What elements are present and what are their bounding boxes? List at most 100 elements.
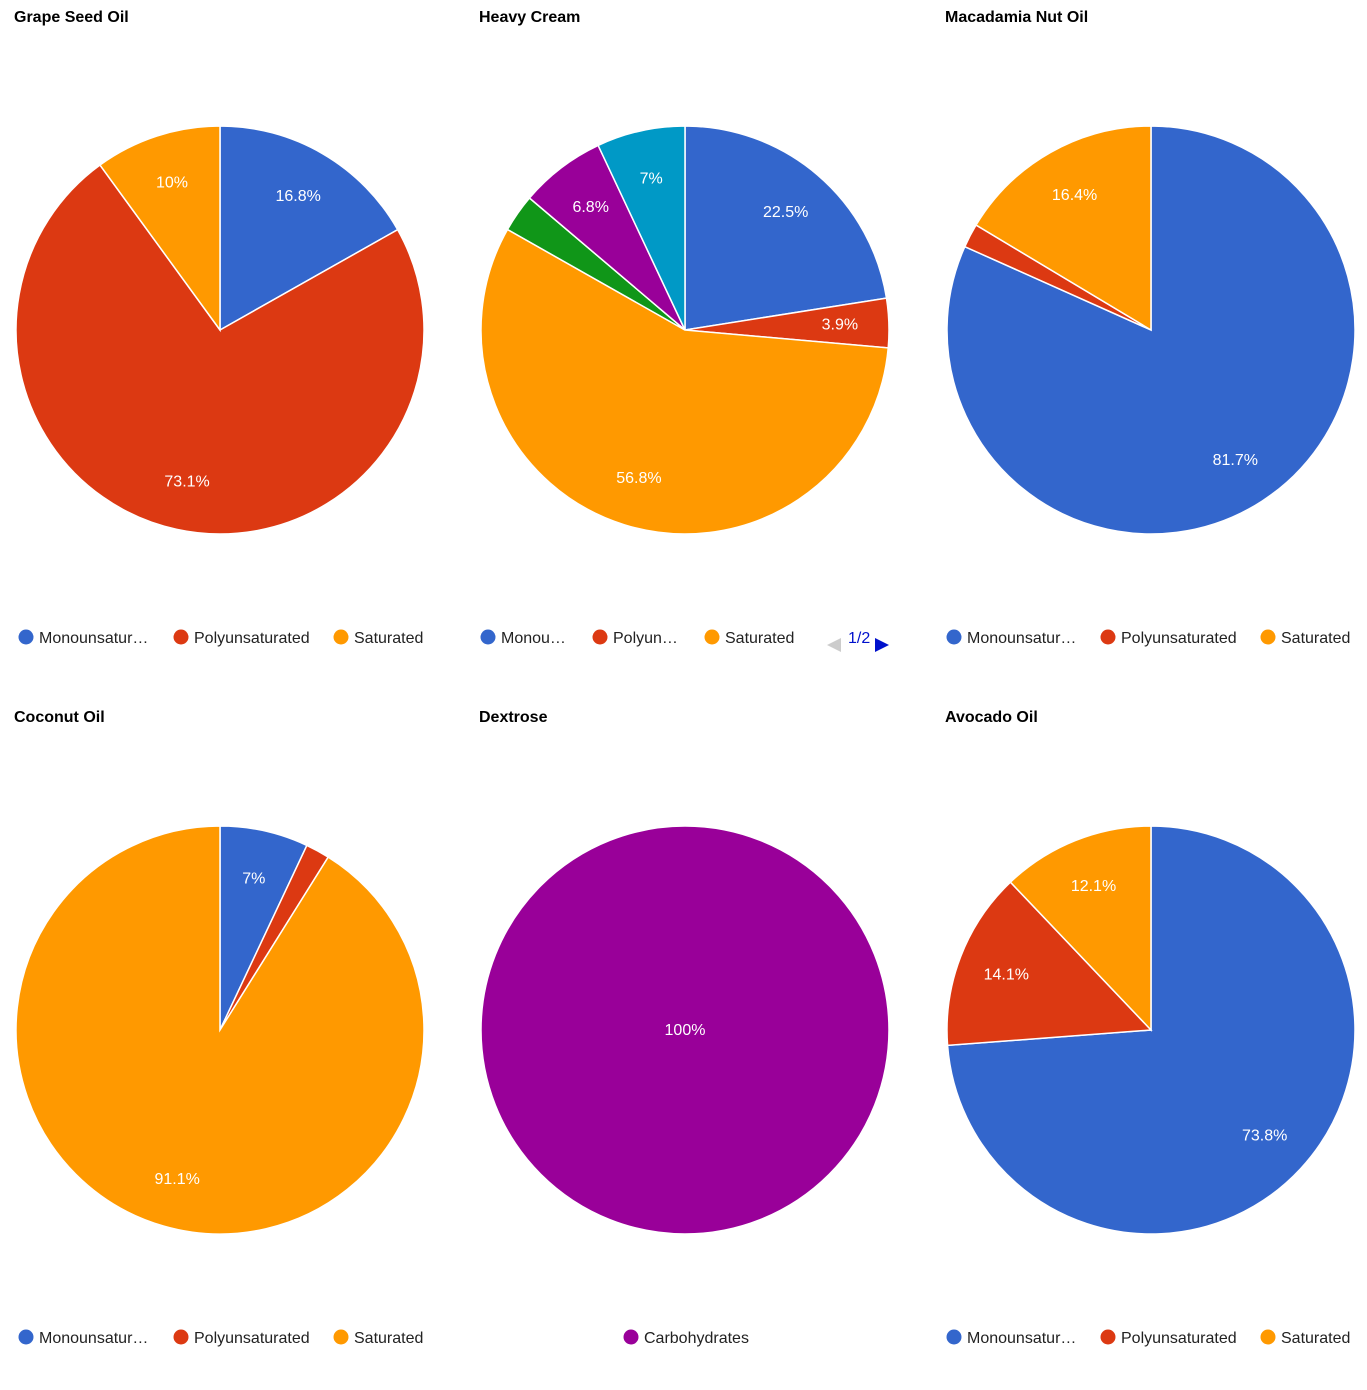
slice-label: 12.1% <box>1071 878 1116 895</box>
chart-title: Dextrose <box>479 709 548 726</box>
slice-label: 3.9% <box>822 317 858 334</box>
pie-slices <box>946 125 1356 535</box>
chart-svg: Dextrose 100% Carbohydrates <box>479 709 890 1348</box>
legend-label: Polyun… <box>613 630 678 647</box>
chart-title: Coconut Oil <box>14 709 105 726</box>
pie-slice-monounsaturated[interactable] <box>219 125 399 332</box>
pager-prev-icon[interactable] <box>827 638 841 652</box>
legend-item[interactable]: Saturated <box>333 629 424 648</box>
slice-label: 81.7% <box>1213 452 1258 469</box>
chart-title: Macadamia Nut Oil <box>945 9 1088 26</box>
legend-item[interactable]: Polyunsaturated <box>173 629 310 648</box>
pie-chart-coconut-oil: Coconut Oil 7% 91.1% Monounsatur… Polyunsa… <box>0 700 455 1390</box>
pie-slice-polyunsaturated[interactable] <box>15 163 425 535</box>
pie-slices <box>480 125 890 535</box>
legend-item[interactable]: Polyun… <box>592 629 678 648</box>
legend-swatch <box>480 629 496 645</box>
slice-labels: 16.8% 73.1% 10% <box>156 175 321 491</box>
slice-label: 100% <box>665 1022 706 1039</box>
pager-text: 1/2 <box>848 630 870 647</box>
slice-label: 56.8% <box>616 470 661 487</box>
pie-chart-macadamia-nut-oil: Macadamia Nut Oil 81.7% 16.4% Monounsatur… <box>931 0 1367 690</box>
legend-item[interactable]: Monou… <box>480 629 566 648</box>
legend-swatch <box>946 629 962 645</box>
legend-item[interactable]: Polyunsaturated <box>1100 629 1237 648</box>
chart-legend: Monounsatur… Polyunsaturated Saturated <box>18 629 424 648</box>
legend-item[interactable]: Monounsatur… <box>946 1329 1077 1348</box>
legend-swatch <box>592 629 608 645</box>
pie-slice-saturated[interactable] <box>975 125 1152 332</box>
legend-swatch <box>1260 629 1276 645</box>
slice-labels: 73.8% 14.1% 12.1% <box>984 878 1288 1144</box>
legend-label: Carbohydrates <box>644 1330 749 1347</box>
legend-label: Polyunsaturated <box>1121 630 1237 647</box>
legend-item[interactable]: Saturated <box>1260 629 1351 648</box>
slice-labels: 7% 91.1% <box>155 871 266 1188</box>
legend-label: Saturated <box>1281 630 1350 647</box>
chart-title: Avocado Oil <box>945 709 1038 726</box>
slice-label: 7% <box>640 171 663 188</box>
legend-item[interactable]: Monounsatur… <box>18 1329 149 1348</box>
slice-label: 7% <box>242 871 265 888</box>
slice-label: 73.1% <box>164 474 209 491</box>
slice-label: 91.1% <box>155 1171 200 1188</box>
legend-swatch <box>173 629 189 645</box>
legend-item[interactable]: Saturated <box>1260 1329 1351 1348</box>
legend-item[interactable]: Saturated <box>704 629 795 648</box>
legend-label: Monounsatur… <box>39 1330 148 1347</box>
legend-swatch <box>623 1329 639 1345</box>
legend-swatch <box>333 629 349 645</box>
slice-label: 16.8% <box>276 188 321 205</box>
legend-swatch <box>1100 1329 1116 1345</box>
chart-legend: Monou… Polyun… Saturated <box>480 629 795 648</box>
pie-slice-saturated[interactable] <box>98 125 221 333</box>
legend-label: Saturated <box>1281 1330 1350 1347</box>
legend-item[interactable]: Polyunsaturated <box>1100 1329 1237 1348</box>
legend-label: Monounsatur… <box>967 1330 1076 1347</box>
chart-svg: Coconut Oil 7% 91.1% Monounsatur… Polyunsa… <box>14 709 425 1348</box>
slice-labels: 22.5% 3.9% 56.8% 6.8% 7% <box>572 171 858 487</box>
chart-title: Heavy Cream <box>479 9 580 26</box>
legend-item[interactable]: Monounsatur… <box>946 629 1077 648</box>
pie-slice-series-6[interactable] <box>597 125 686 331</box>
slice-label: 14.1% <box>984 966 1029 983</box>
legend-label: Saturated <box>725 630 794 647</box>
pager-next-icon[interactable] <box>875 638 889 652</box>
pie-chart-avocado-oil: Avocado Oil 73.8% 14.1% 12.1% Monounsatur…… <box>931 700 1367 1390</box>
pie-slice-polyunsaturated[interactable] <box>946 881 1153 1047</box>
legend-label: Polyunsaturated <box>194 630 310 647</box>
slice-label: 73.8% <box>1242 1127 1287 1144</box>
legend-label: Saturated <box>354 630 423 647</box>
pie-slice-carbohydrates[interactable] <box>480 825 890 1235</box>
legend-item[interactable]: Monounsatur… <box>18 629 149 648</box>
legend-item[interactable]: Carbohydrates <box>623 1329 749 1348</box>
slice-labels: 100% <box>665 1022 706 1039</box>
chart-title: Grape Seed Oil <box>14 9 129 26</box>
legend-swatch <box>704 629 720 645</box>
legend-label: Monou… <box>501 630 566 647</box>
pie-chart-dextrose: Dextrose 100% Carbohydrates <box>465 700 920 1390</box>
legend-swatch <box>1100 629 1116 645</box>
legend-swatch <box>173 1329 189 1345</box>
legend-label: Polyunsaturated <box>1121 1330 1237 1347</box>
chart-svg: Heavy Cream 22.5% 3.9% 56.8% 6.8% 7% Monou… P… <box>479 9 890 652</box>
legend-label: Saturated <box>354 1330 423 1347</box>
slice-labels: 81.7% 16.4% <box>1052 187 1258 469</box>
pie-slices <box>480 825 890 1235</box>
pie-slice-saturated[interactable] <box>15 825 425 1235</box>
pie-chart-grape-seed-oil: Grape Seed Oil 16.8% 73.1% 10% Monounsatur… <box>0 0 455 690</box>
chart-legend: Monounsatur… Polyunsaturated Saturated <box>946 629 1351 648</box>
pie-slices <box>15 125 425 535</box>
slice-label: 16.4% <box>1052 187 1097 204</box>
legend-item[interactable]: Polyunsaturated <box>173 1329 310 1348</box>
pie-slice-monounsaturated[interactable] <box>684 125 888 331</box>
pie-chart-heavy-cream: Heavy Cream 22.5% 3.9% 56.8% 6.8% 7% Monou… P… <box>465 0 920 690</box>
legend-label: Polyunsaturated <box>194 1330 310 1347</box>
pie-slice-saturated[interactable] <box>1009 825 1152 1032</box>
slice-label: 6.8% <box>572 199 608 216</box>
pie-slice-saturated[interactable] <box>480 228 890 535</box>
legend-label: Monounsatur… <box>967 630 1076 647</box>
legend-swatch <box>1260 1329 1276 1345</box>
legend-item[interactable]: Saturated <box>333 1329 424 1348</box>
slice-label: 22.5% <box>763 204 808 221</box>
